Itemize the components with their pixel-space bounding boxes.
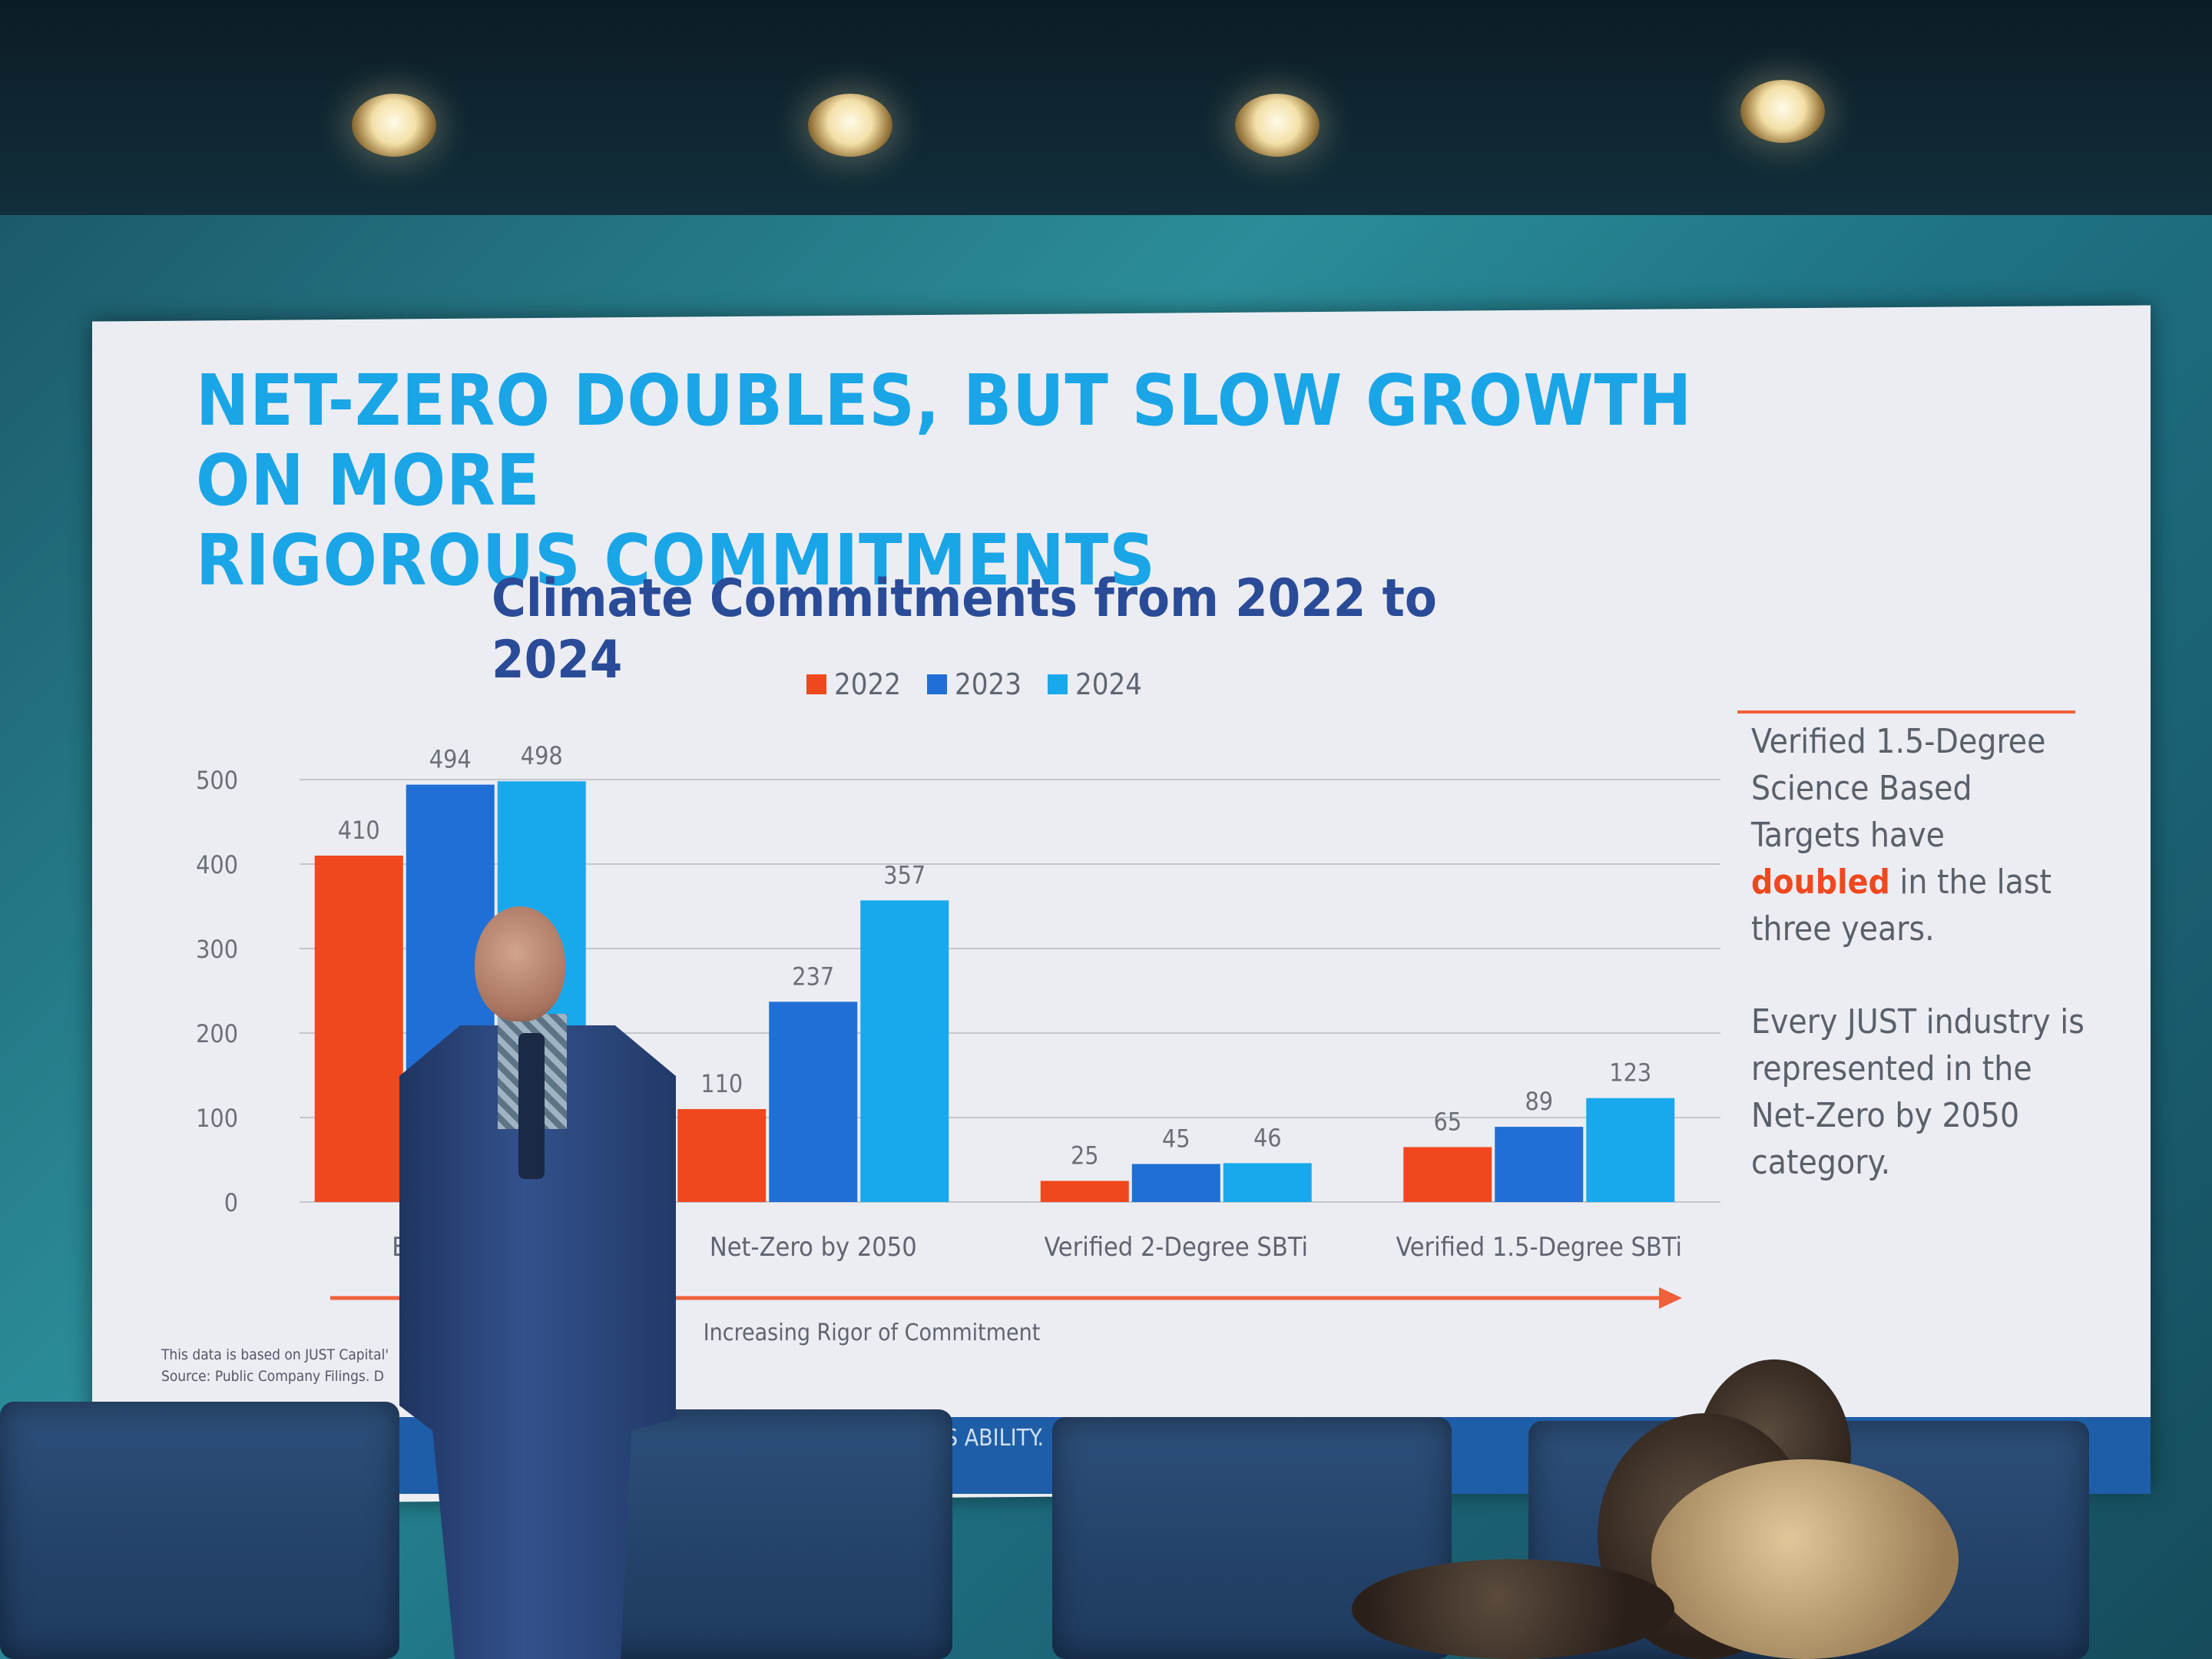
- bar: [769, 1002, 858, 1202]
- slide-title: NET-ZERO DOUBLES, BUT SLOW GROWTH ON MOR…: [196, 361, 1732, 601]
- bar: [1223, 1163, 1312, 1202]
- armchair: [0, 1402, 399, 1659]
- data-label: 65: [1433, 1108, 1462, 1137]
- footnote: This data is based on JUST Capital' Sour…: [161, 1344, 561, 1387]
- speaker-tie: [518, 1033, 545, 1179]
- armchair: [584, 1409, 952, 1659]
- y-tick-label: 400: [196, 850, 238, 879]
- sidebar-highlight: doubled: [1751, 863, 1890, 902]
- slide-title-line-2: RIGOROUS COMMITMENTS: [196, 519, 1156, 601]
- rigor-arrowhead: [1659, 1287, 1682, 1309]
- legend-item-2022: 2022: [806, 667, 901, 701]
- data-label: 46: [1253, 1123, 1282, 1152]
- slide-title-line-1: NET-ZERO DOUBLES, BUT SLOW GROWTH ON MOR…: [196, 359, 1693, 522]
- legend-label-2023: 2023: [954, 667, 1022, 701]
- footnote-line-1: This data is based on JUST Capital': [161, 1346, 389, 1363]
- y-tick-label: 500: [196, 766, 238, 795]
- bar: [1131, 1164, 1220, 1202]
- arrow-label: Increasing Rigor of Commitment: [704, 1320, 1041, 1346]
- sidebar-callout: Verified 1.5-Degree Science Based Target…: [1751, 718, 2089, 1232]
- chart-legend: 2022 2023 2024: [806, 665, 1142, 704]
- x-tick-label: Verified 1.5-Degree SBTi: [1396, 1232, 1682, 1263]
- legend-label-2024: 2024: [1075, 667, 1142, 701]
- ceiling: [0, 0, 2212, 230]
- sidebar-paragraph-2: Every JUST industry is represented in th…: [1751, 1002, 2085, 1182]
- audience-head: [1352, 1559, 1674, 1659]
- ceiling-light: [808, 94, 892, 157]
- bar-chart: 0100200300400500410494498Emissions110237…: [196, 741, 1720, 1346]
- ceiling-light: [352, 94, 436, 157]
- bar: [1040, 1181, 1129, 1202]
- legend-swatch-2023: [926, 674, 947, 694]
- y-tick-label: 0: [224, 1188, 238, 1217]
- ceiling-light: [1740, 80, 1825, 143]
- chart-title: Climate Commitments from 2022 to 2024: [492, 568, 1437, 690]
- x-tick-label: Net-Zero by 2050: [710, 1232, 917, 1263]
- data-label: 237: [792, 962, 834, 991]
- legend-swatch-2024: [1047, 674, 1068, 694]
- y-tick-label: 300: [196, 935, 238, 964]
- x-tick-label: Verified 2-Degree SBTi: [1045, 1232, 1308, 1263]
- data-label: 89: [1525, 1087, 1553, 1116]
- bar: [677, 1109, 767, 1202]
- legend-item-2024: 2024: [1047, 667, 1142, 701]
- data-label: 25: [1071, 1141, 1099, 1171]
- legend-swatch-2022: [806, 674, 826, 694]
- data-label: 498: [521, 741, 563, 770]
- sidebar-text: Verified 1.5-Degree Science Based Target…: [1751, 722, 2046, 855]
- data-label: 123: [1609, 1058, 1651, 1088]
- bar: [1495, 1127, 1584, 1202]
- footer-text: S ABILITY.: [945, 1425, 1045, 1452]
- data-label: 494: [429, 745, 472, 774]
- ceiling-light: [1235, 94, 1320, 157]
- legend-item-2023: 2023: [926, 667, 1022, 701]
- data-label: 45: [1162, 1124, 1190, 1154]
- footnote-line-2: Source: Public Company Filings. D: [161, 1368, 384, 1385]
- data-label: 110: [700, 1069, 743, 1098]
- speaker-head: [475, 906, 565, 1022]
- data-label: 410: [338, 816, 380, 845]
- sidebar-paragraph-1: Verified 1.5-Degree Science Based Target…: [1751, 718, 2089, 952]
- y-tick-label: 200: [196, 1019, 238, 1048]
- sidebar-text: in the last three years.: [1751, 863, 2051, 949]
- audience-head: [1651, 1459, 1959, 1659]
- legend-label-2022: 2022: [834, 667, 901, 701]
- bar: [1403, 1147, 1492, 1202]
- y-tick-label: 100: [196, 1104, 238, 1133]
- bar: [314, 856, 403, 1202]
- data-label: 357: [883, 860, 926, 889]
- sidebar-divider: [1737, 710, 2075, 714]
- bar: [860, 900, 949, 1202]
- bar: [1586, 1098, 1675, 1202]
